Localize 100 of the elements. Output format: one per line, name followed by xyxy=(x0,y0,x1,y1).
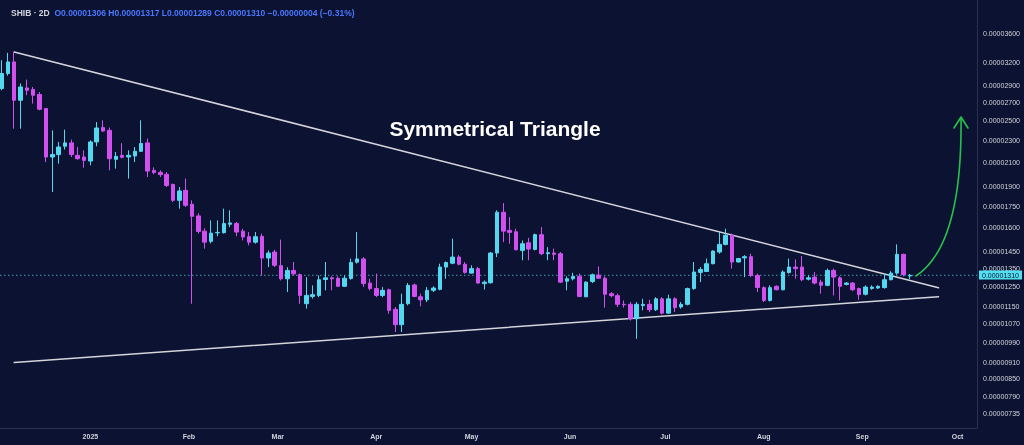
candlestick xyxy=(0,59,4,91)
candlestick xyxy=(120,142,124,159)
candlestick xyxy=(762,285,766,303)
candlestick xyxy=(463,261,467,275)
candlestick xyxy=(768,284,772,302)
candlestick xyxy=(152,166,156,175)
candlestick xyxy=(603,275,607,309)
candlestick xyxy=(260,233,264,276)
candlestick xyxy=(647,299,652,313)
candlestick xyxy=(863,284,868,296)
candlestick xyxy=(31,86,35,105)
candlestick xyxy=(298,272,302,305)
candlestick xyxy=(685,287,690,306)
candlestick xyxy=(18,83,23,130)
candlestick xyxy=(222,208,226,235)
candlestick xyxy=(253,231,258,245)
candlestick xyxy=(228,209,232,228)
candlestick xyxy=(850,281,855,292)
candlestick xyxy=(634,301,639,340)
candlestick xyxy=(12,51,16,130)
candlestick xyxy=(857,287,861,301)
candlestick xyxy=(673,296,677,313)
candlestick xyxy=(279,239,283,281)
candlestick xyxy=(755,273,760,293)
candlestick xyxy=(870,284,874,291)
candlestick xyxy=(291,261,296,276)
candlestick xyxy=(380,286,385,298)
candlestick xyxy=(247,231,251,246)
candlestick xyxy=(476,266,480,285)
candlestick xyxy=(793,258,798,280)
candlestick xyxy=(800,255,804,282)
candlestick xyxy=(330,275,334,291)
candlestick xyxy=(819,279,823,295)
candlestick xyxy=(215,219,220,237)
candlestick xyxy=(730,233,734,270)
candlestick xyxy=(679,301,683,310)
candlestick xyxy=(361,256,366,288)
candlestick xyxy=(37,91,42,111)
candlestick xyxy=(177,186,182,210)
candlestick xyxy=(876,284,880,290)
candlestick xyxy=(641,298,645,311)
candlestick xyxy=(596,265,601,280)
candlestick xyxy=(711,249,715,265)
candlestick xyxy=(336,275,340,288)
candlestick xyxy=(425,286,429,303)
candlestick xyxy=(774,284,779,291)
candlestick xyxy=(63,129,67,151)
candlestick xyxy=(533,233,537,251)
candlestick xyxy=(133,146,137,163)
candlestick xyxy=(514,228,518,251)
text: O0.00001306 H0.00001317 L0.00001289 C0.00001310 −0.00000004 (−0.31%) xyxy=(54,7,355,18)
candlestick xyxy=(234,221,239,237)
candlestick xyxy=(272,249,277,268)
candlestick xyxy=(69,139,74,158)
candlestick xyxy=(145,138,150,178)
candlestick xyxy=(44,107,48,163)
candlestick xyxy=(654,296,658,312)
candlestick xyxy=(901,253,906,277)
candlestick xyxy=(812,271,817,285)
candlestick xyxy=(183,178,188,208)
text: SHIB · 2D xyxy=(11,7,50,18)
candlestick xyxy=(368,278,372,291)
candlestick xyxy=(355,231,359,265)
candlestick xyxy=(539,226,544,256)
candlestick xyxy=(495,209,499,258)
candlestick xyxy=(107,127,112,171)
candlestick xyxy=(387,288,391,315)
candlestick xyxy=(844,281,849,286)
candlestick xyxy=(546,246,550,261)
candlestick xyxy=(374,273,379,298)
candlestick xyxy=(101,119,105,133)
candlestick xyxy=(520,239,525,261)
candlestick xyxy=(406,282,410,306)
candlestick xyxy=(393,306,398,333)
candlestick xyxy=(831,268,836,296)
candlestick xyxy=(171,183,175,203)
candlestick xyxy=(266,249,271,268)
candlestick xyxy=(749,253,753,278)
candlestick xyxy=(838,275,842,301)
candlestick xyxy=(628,301,633,321)
annotation: Symmetrical Triangle xyxy=(389,116,601,140)
candlestick xyxy=(431,285,436,293)
candlestick xyxy=(450,238,455,265)
candlestick xyxy=(6,52,10,77)
candlestick xyxy=(457,254,461,266)
candlestick xyxy=(209,219,213,244)
candlestick xyxy=(584,280,588,298)
candlestick xyxy=(622,299,626,309)
candlestick xyxy=(241,228,245,241)
candlestick xyxy=(552,248,556,261)
candlestick xyxy=(82,149,86,169)
candlestick xyxy=(526,237,531,261)
candlestick xyxy=(25,79,29,96)
candlestick xyxy=(190,199,194,305)
candlestick xyxy=(577,273,582,298)
candlestick xyxy=(558,251,563,284)
candlestick xyxy=(139,119,143,153)
candlestick xyxy=(114,151,118,170)
candlestick xyxy=(126,149,131,180)
candlestick xyxy=(75,146,80,161)
